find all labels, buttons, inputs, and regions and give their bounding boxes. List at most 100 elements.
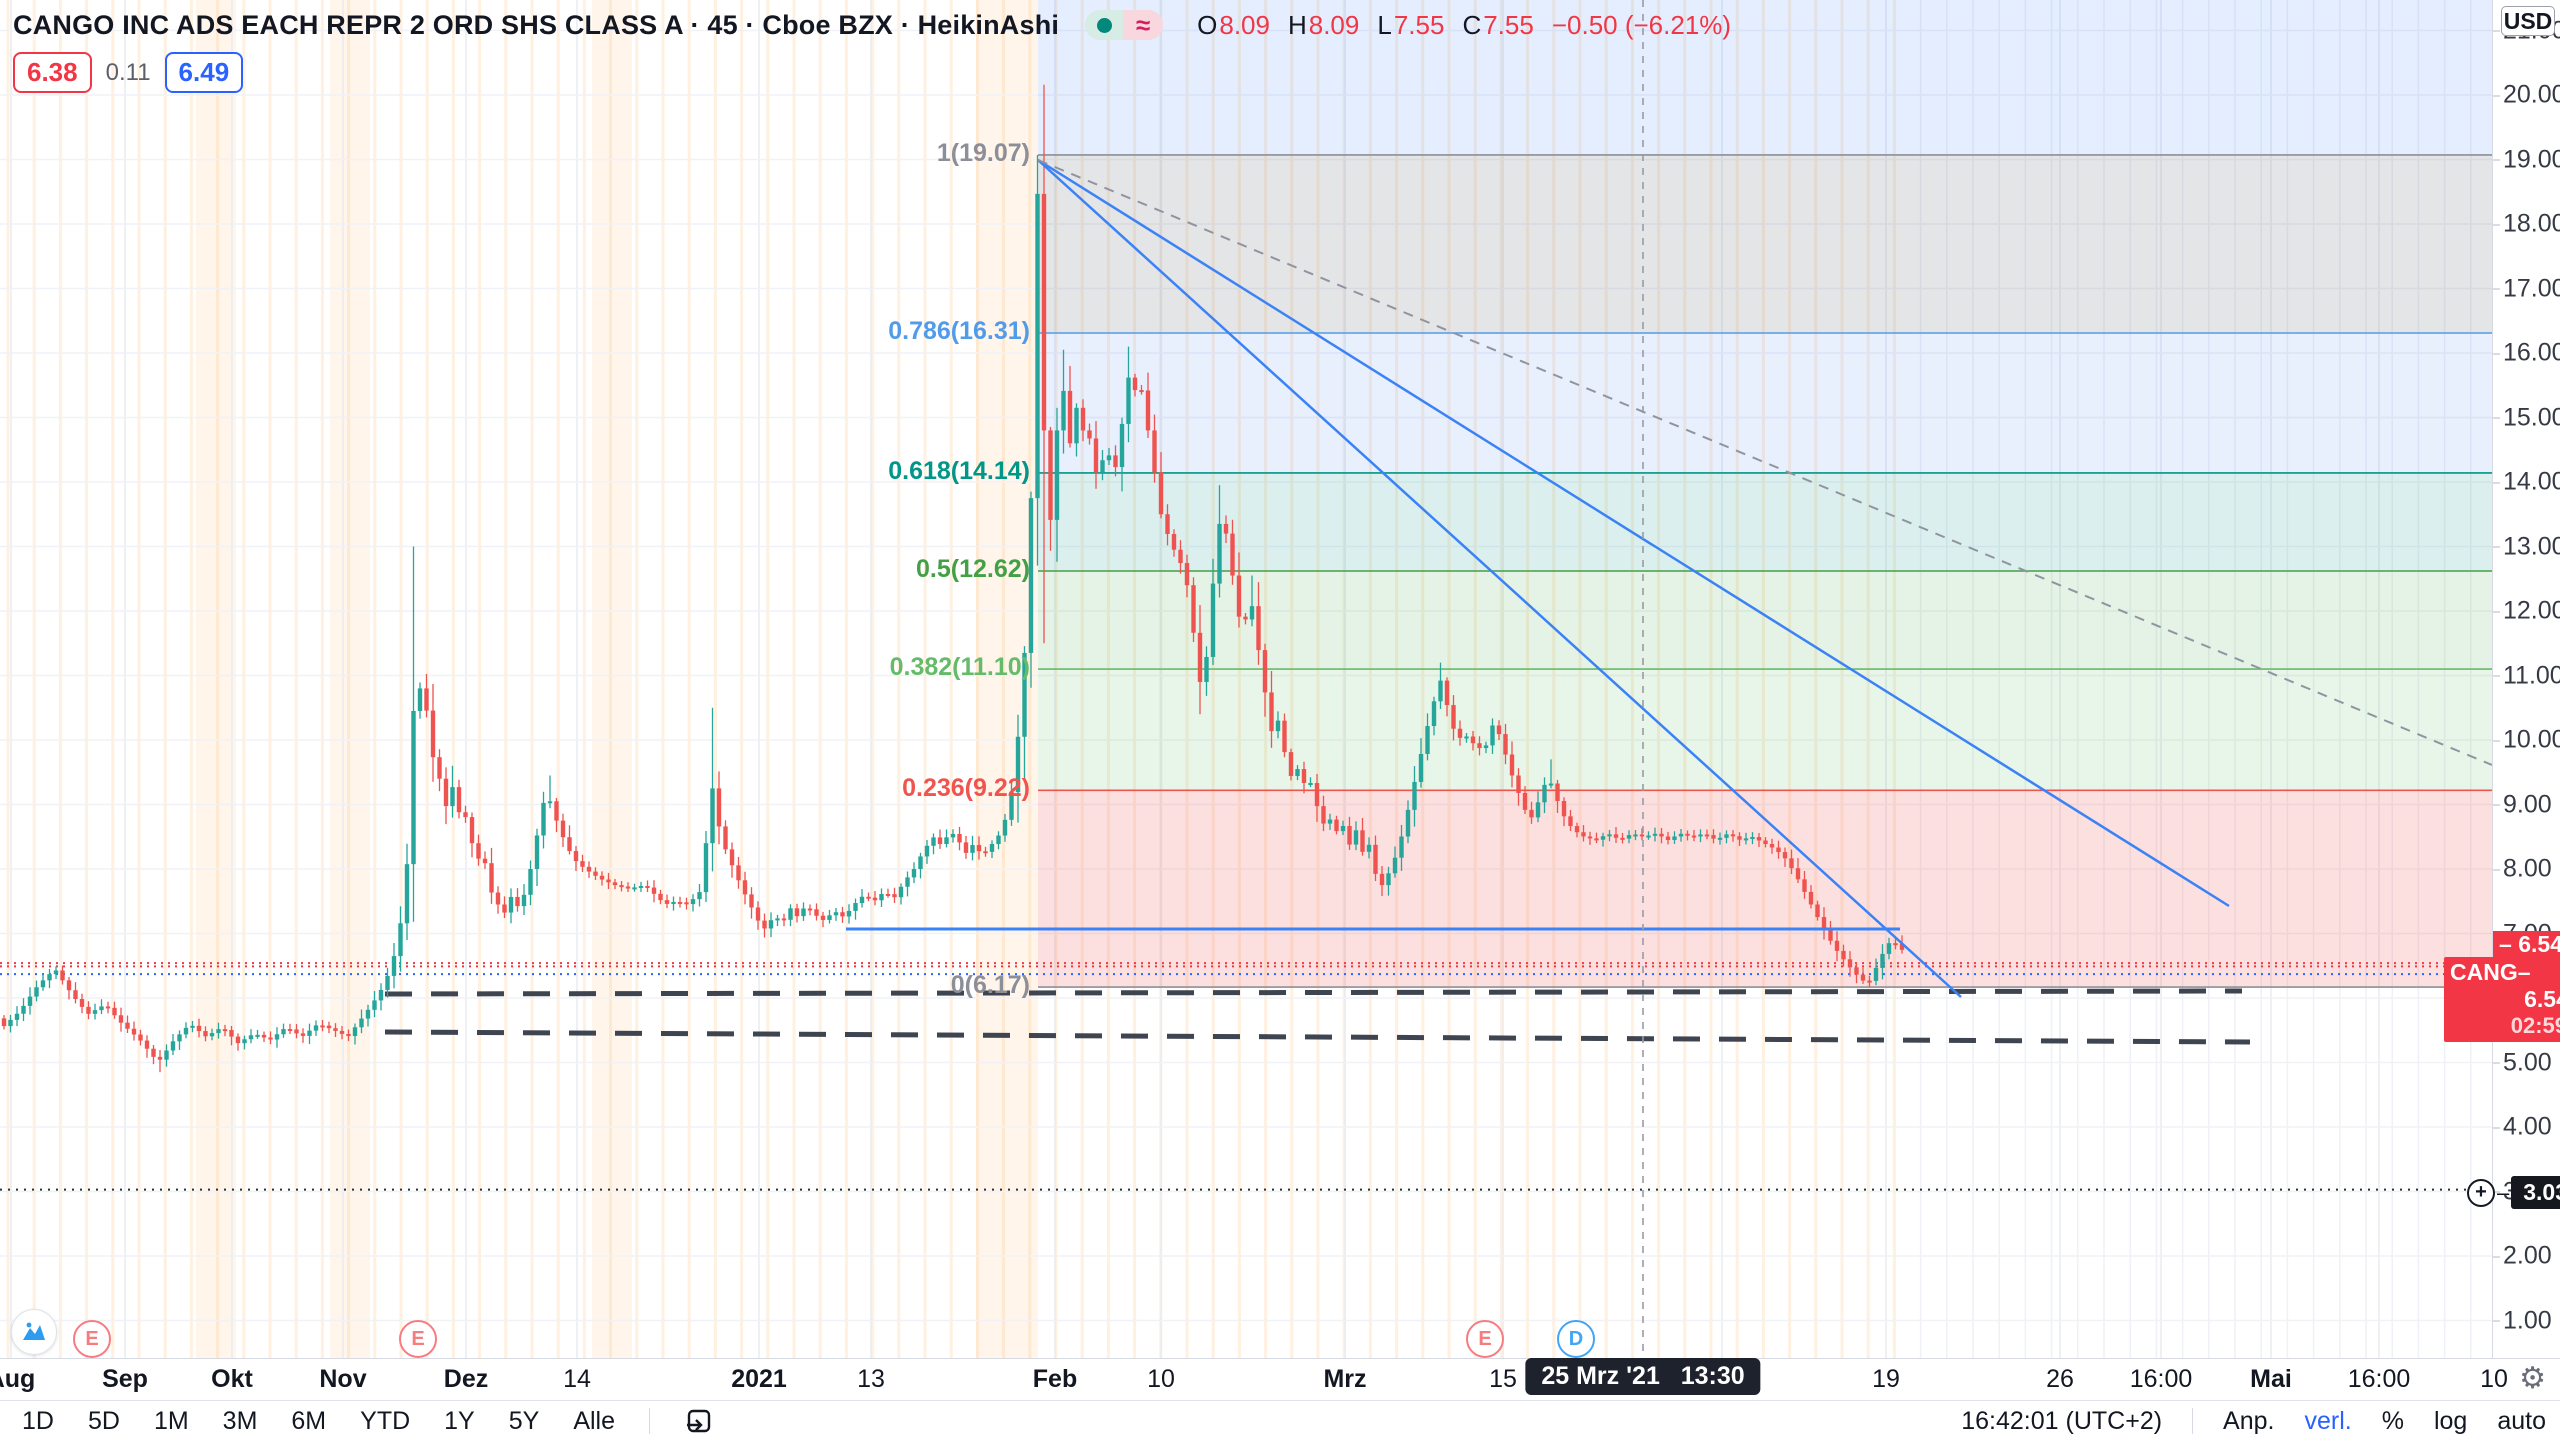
time-tick-label: 26 — [2046, 1365, 2074, 1393]
green-dot-icon[interactable] — [1085, 10, 1124, 40]
time-tick-label: 2021 — [731, 1365, 787, 1393]
fib-level-label: 0.382(11.10) — [889, 653, 1030, 682]
fib-level-label: 0.786(16.31) — [888, 317, 1030, 346]
price-tick-label: 20.00 — [2493, 81, 2560, 110]
price-tick-label: 14.00 — [2493, 468, 2560, 497]
area-chart-icon — [23, 1322, 45, 1340]
price-tick-label: 9.00 — [2493, 790, 2552, 818]
bid-ask-row: 6.38 0.11 6.49 — [13, 52, 1731, 93]
price-tick-label: 19.00 — [2493, 145, 2560, 174]
symbol-name: CANG — [2450, 959, 2518, 985]
spread-value: 0.11 — [105, 58, 151, 86]
price-tick-label: 4.00 — [2493, 1112, 2552, 1141]
range-button-1d[interactable]: 1D — [22, 1406, 54, 1435]
clock-label[interactable]: 16:42:01 (UTC+2) — [1961, 1406, 2163, 1435]
time-tick-label: 15 — [1489, 1365, 1517, 1393]
candles — [1, 84, 1905, 1073]
scale-option-log[interactable]: log — [2433, 1406, 2468, 1435]
status-controls: 16:42:01 (UTC+2) Anp. verl.% log auto — [1961, 1407, 2560, 1436]
open-value: 8.09 — [1219, 9, 1270, 40]
price-tick-label: 12.00 — [2493, 597, 2560, 626]
buy-button[interactable]: 6.49 — [164, 52, 244, 93]
ohlc-values: O8.09 H8.09 L7.55 C7.55 −0.50 (−6.21%) — [1197, 10, 1731, 41]
range-button-ytd[interactable]: YTD — [360, 1406, 411, 1435]
range-button-5y[interactable]: 5Y — [508, 1406, 540, 1435]
signal-pill-buttons[interactable]: ≈ — [1085, 10, 1164, 40]
range-button-6m[interactable]: 6M — [291, 1406, 327, 1435]
price-tick-label: 18.00 — [2493, 210, 2560, 239]
sell-button[interactable]: 6.38 — [13, 52, 92, 93]
time-tick-label: 14 — [563, 1365, 591, 1393]
time-tick-label: 10 — [2480, 1365, 2508, 1393]
time-tick-label: Aug — [0, 1365, 36, 1393]
fib-level-label: 0.236(9.22) — [902, 774, 1030, 803]
fib-level-label: 1(19.07) — [936, 139, 1030, 168]
gear-icon[interactable]: ⚙ — [2519, 1362, 2546, 1395]
time-tick-label: Mai — [2250, 1365, 2292, 1393]
time-tick-label: Dez — [443, 1365, 489, 1393]
symbol-title[interactable]: CANGO INC ADS EACH REPR 2 ORD SHS CLASS … — [13, 9, 1060, 40]
alert-price-value: 3.03 — [2511, 1176, 2560, 1209]
range-button-5d[interactable]: 5D — [87, 1406, 120, 1435]
price-tick-label: 8.00 — [2493, 854, 2552, 883]
price-tick-label: 5.00 — [2493, 1048, 2552, 1076]
time-tick-label: Okt — [211, 1365, 253, 1393]
bar-countdown: 02:59 — [2510, 1013, 2560, 1038]
divider — [649, 1408, 651, 1434]
approx-wave-icon[interactable]: ≈ — [1123, 10, 1164, 40]
low-value: 7.55 — [1393, 9, 1445, 40]
bottom-toolbar: 1D 5D 1M 3M 6M YTD 1Y 5Y Alle 16:42:01 (UTC+2) A… — [0, 1400, 2560, 1441]
time-tick-label: 19 — [1872, 1365, 1900, 1393]
time-tick-label: Mrz — [1323, 1365, 1367, 1393]
price-tick-label: 11.00 — [2493, 661, 2560, 690]
chart-pane[interactable]: 1(19.07) 0.786(16.31) 0.618(14.14) 0.5(12.6… — [0, 0, 2492, 1358]
time-tick-label: Nov — [319, 1365, 367, 1393]
price-chart-canvas[interactable] — [0, 0, 2492, 1358]
price-tick-label: 10.00 — [2493, 726, 2560, 755]
last-price-label: – 6.54 — [2493, 931, 2560, 957]
time-tick-label: 16:00 — [2347, 1365, 2411, 1393]
fib-level-label: 0.618(14.14) — [888, 457, 1030, 486]
range-button-alle[interactable]: Alle — [573, 1406, 616, 1435]
scale-option-[interactable]: % — [2381, 1406, 2404, 1435]
range-button-1m[interactable]: 1M — [153, 1406, 189, 1435]
scale-option-verl[interactable]: verl. — [2304, 1406, 2352, 1435]
price-tick-label: 1.00 — [2493, 1306, 2552, 1334]
currency-button[interactable]: USD — [2501, 6, 2555, 36]
scale-option-auto[interactable]: auto — [2497, 1406, 2546, 1435]
go-to-date-icon[interactable] — [684, 1406, 714, 1436]
range-button-3m[interactable]: 3M — [222, 1406, 258, 1435]
fib-level-label: 0(6.17) — [950, 971, 1030, 1000]
time-tick-label: 10 — [1147, 1365, 1175, 1393]
range-button-1y[interactable]: 1Y — [444, 1406, 475, 1435]
dividends-badge[interactable]: D — [1557, 1320, 1595, 1358]
chart-legend: CANGO INC ADS EACH REPR 2 ORD SHS CLASS … — [13, 8, 1731, 93]
open-label: O — [1197, 9, 1218, 40]
close-label: C — [1462, 9, 1482, 40]
time-tick-label: Sep — [102, 1365, 148, 1393]
time-tick-label: 13 — [857, 1365, 885, 1393]
date-range-buttons: 1D 5D 1M 3M 6M YTD 1Y 5Y Alle — [0, 1406, 714, 1436]
earnings-badge[interactable]: E — [399, 1320, 437, 1358]
crosshair-time-tooltip: 25 Mrz '21 13:30 — [1525, 1358, 1761, 1395]
price-tick-label: 17.00 — [2493, 274, 2560, 303]
price-tick-label: 2.00 — [2493, 1241, 2552, 1270]
scale-option-anp[interactable]: Anp. — [2223, 1406, 2275, 1435]
low-label: L — [1377, 9, 1392, 40]
chart-style-button[interactable] — [11, 1309, 57, 1355]
time-axis[interactable]: AugSepOktNovDez14202113Feb10Mrz15Apr1926… — [0, 1358, 2560, 1401]
price-tick-label: 13.00 — [2493, 532, 2560, 561]
time-tick-label: 16:00 — [2129, 1365, 2193, 1393]
add-alert-plus-icon[interactable]: + — [2467, 1178, 2495, 1207]
divider — [2192, 1408, 2194, 1434]
price-alert-label[interactable]: + – 3.03 — [2467, 1176, 2560, 1209]
fib-level-label: 0.5(12.62) — [916, 555, 1030, 584]
price-axis[interactable]: 21.0020.0019.0018.0017.0016.0015.0014.00… — [2444, 0, 2560, 1358]
high-value: 8.09 — [1308, 9, 1360, 40]
change-value: −0.50 (−6.21%) — [1551, 9, 1732, 40]
earnings-badge[interactable]: E — [1466, 1320, 1504, 1358]
time-tick-label: Feb — [1032, 1365, 1078, 1393]
earnings-badge[interactable]: E — [73, 1320, 111, 1358]
price-tick-label: 16.00 — [2493, 339, 2560, 368]
